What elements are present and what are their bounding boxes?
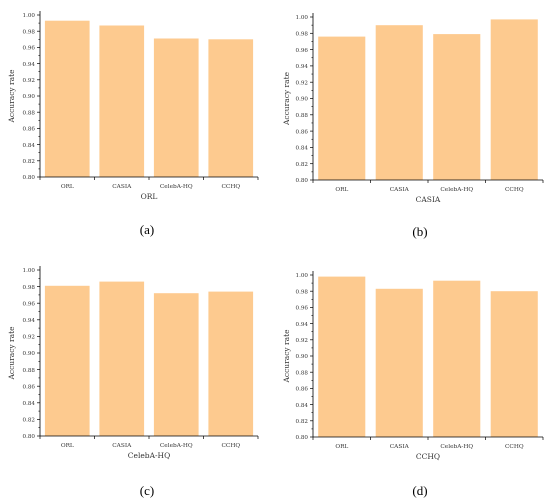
y-tick-label: 0.88 — [23, 368, 36, 374]
bar-cchq — [490, 19, 538, 181]
chart-svg: 0.80 0.82 0.84 0.86 0.88 0.90 0.92 0.94 0.96 0.98… — [282, 13, 544, 204]
y-tick-label: 0.80 — [296, 435, 309, 441]
y-tick-label: 0.80 — [23, 175, 36, 181]
x-tick-label: ORL — [335, 187, 348, 193]
y-tick-label: 0.96 — [23, 46, 36, 52]
y-tick-label: 0.92 — [296, 338, 309, 344]
y-tick-label: 0.88 — [23, 110, 36, 116]
x-tick-label: ORL — [61, 443, 74, 449]
chart-svg: 0.80 0.82 0.84 0.86 0.88 0.90 0.92 0.94 0.96 0.98… — [7, 11, 259, 201]
y-tick-label: 0.86 — [296, 387, 309, 393]
y-tick-label: 0.94 — [296, 64, 309, 70]
y-tick-label: 0.88 — [296, 370, 309, 376]
bar-celeba-hq — [153, 38, 199, 177]
y-tick-label: 0.94 — [23, 62, 36, 68]
bar-orl — [44, 285, 90, 436]
bar-orl — [318, 36, 366, 180]
bar-casia — [375, 288, 423, 437]
chart-panel-d: 0.80 0.82 0.84 0.86 0.88 0.90 0.92 0.94 0.96 0.98… — [275, 258, 550, 473]
chart-svg: 0.80 0.82 0.84 0.86 0.88 0.90 0.92 0.94 0.96 0.98… — [282, 271, 544, 461]
chart-panel-b: 0.80 0.82 0.84 0.86 0.88 0.90 0.92 0.94 0.96 0.98… — [275, 0, 550, 215]
bar-cchq — [208, 291, 254, 436]
x-axis-title: CelebA-HQ — [128, 451, 170, 460]
chart-panel-a: 0.80 0.82 0.84 0.86 0.88 0.90 0.92 0.94 0.96 0.98… — [0, 0, 275, 215]
x-tick-label: CCHQ — [221, 443, 240, 449]
x-axis-title: CCHQ — [416, 452, 440, 461]
y-axis-title: Accuracy rate — [7, 326, 16, 381]
bar-casia — [99, 281, 145, 436]
y-tick-label: 0.84 — [23, 143, 36, 149]
y-tick-label: 1.00 — [23, 13, 36, 19]
x-tick-label: ORL — [335, 444, 348, 450]
y-tick-label: 0.82 — [23, 159, 36, 165]
y-tick-label: 1.00 — [296, 273, 309, 279]
y-tick-label: 0.86 — [23, 127, 36, 133]
y-tick-label: 0.96 — [296, 48, 309, 54]
y-tick-label: 1.00 — [23, 268, 36, 274]
x-tick-label: CASIA — [112, 184, 132, 190]
y-tick-label: 0.80 — [23, 434, 36, 440]
y-tick-label: 0.82 — [23, 418, 36, 424]
bar-cchq — [208, 39, 254, 177]
y-tick-label: 0.98 — [296, 32, 309, 38]
x-tick-label: CelebA-HQ — [440, 187, 473, 193]
y-tick-label: 0.84 — [296, 146, 309, 152]
chart-svg: 0.80 0.82 0.84 0.86 0.88 0.90 0.92 0.94 0.96 0.98… — [7, 266, 259, 460]
y-tick-label: 0.90 — [23, 351, 36, 357]
x-tick-label: CASIA — [390, 444, 410, 450]
caption-b: (b) — [412, 224, 428, 239]
y-tick-label: 0.84 — [23, 401, 36, 407]
y-tick-label: 0.94 — [23, 318, 36, 324]
x-tick-label: CCHQ — [505, 187, 524, 193]
y-axis-title: Accuracy rate — [282, 71, 291, 126]
y-tick-label: 0.92 — [296, 80, 309, 86]
y-tick-label: 0.90 — [296, 97, 309, 103]
bar-casia — [375, 25, 423, 181]
caption-c: (c) — [139, 483, 155, 498]
bar-celeba-hq — [153, 293, 199, 436]
y-tick-label: 0.92 — [23, 335, 36, 341]
y-tick-label: 0.98 — [23, 29, 36, 35]
caption-d: (d) — [412, 483, 428, 498]
bar-orl — [44, 20, 90, 178]
y-tick-label: 0.90 — [23, 94, 36, 100]
x-tick-label: CASIA — [112, 443, 132, 449]
bar-cchq — [490, 291, 538, 437]
x-tick-label: CelebA-HQ — [440, 444, 473, 450]
x-axis-title: ORL — [141, 192, 158, 201]
y-tick-label: 0.94 — [296, 322, 309, 328]
x-tick-label: CCHQ — [221, 184, 240, 190]
y-axis-title: Accuracy rate — [7, 69, 16, 124]
x-tick-label: CCHQ — [505, 444, 524, 450]
bar-celeba-hq — [433, 280, 481, 437]
y-tick-label: 0.82 — [296, 162, 309, 168]
chart-panel-c: 0.80 0.82 0.84 0.86 0.88 0.90 0.92 0.94 0.96 0.98… — [0, 258, 275, 473]
y-tick-label: 0.90 — [296, 354, 309, 360]
x-tick-label: CelebA-HQ — [160, 184, 193, 190]
x-tick-label: ORL — [61, 184, 74, 190]
y-tick-label: 0.88 — [296, 113, 309, 119]
bar-orl — [318, 276, 366, 437]
y-tick-label: 0.92 — [23, 78, 36, 84]
bar-celeba-hq — [433, 34, 481, 180]
y-tick-label: 1.00 — [296, 15, 309, 21]
y-tick-label: 0.98 — [296, 289, 309, 295]
caption-a: (a) — [139, 222, 155, 237]
y-tick-label: 0.82 — [296, 419, 309, 425]
y-tick-label: 0.96 — [296, 306, 309, 312]
bar-casia — [99, 25, 145, 177]
y-tick-label: 0.96 — [23, 301, 36, 307]
y-tick-label: 0.84 — [296, 403, 309, 409]
y-tick-label: 0.86 — [296, 129, 309, 135]
y-tick-label: 0.98 — [23, 285, 36, 291]
x-tick-label: CASIA — [390, 187, 410, 193]
x-axis-title: CASIA — [416, 195, 441, 204]
x-tick-label: CelebA-HQ — [160, 443, 193, 449]
y-tick-label: 0.80 — [296, 178, 309, 184]
y-axis-title: Accuracy rate — [282, 329, 291, 384]
y-tick-label: 0.86 — [23, 384, 36, 390]
